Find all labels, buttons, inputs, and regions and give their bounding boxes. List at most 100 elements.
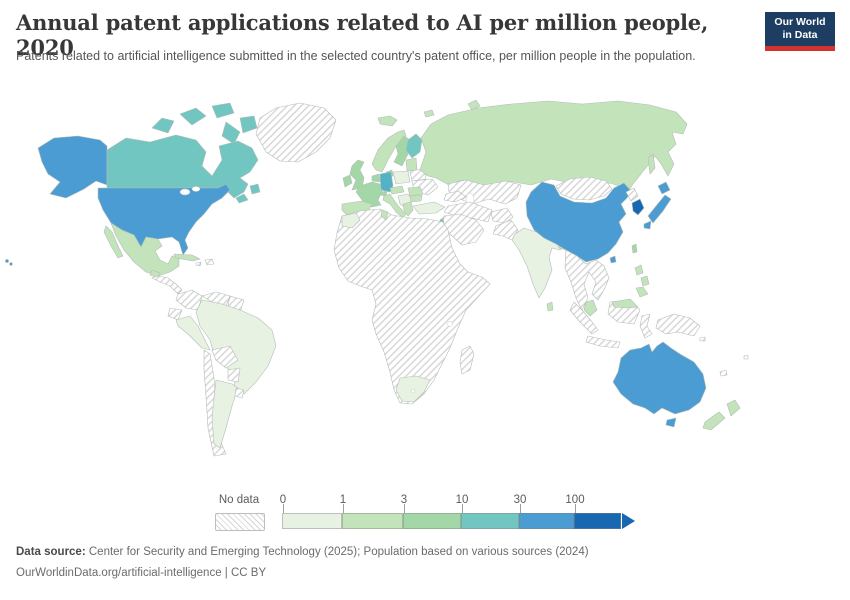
country-greece[interactable]	[402, 201, 414, 217]
island-hispaniola[interactable]	[204, 258, 215, 266]
country-bulgaria[interactable]	[409, 194, 423, 203]
owid-logo-accent-bar	[765, 46, 835, 51]
country-greenland[interactable]	[255, 102, 337, 163]
country-united-kingdom[interactable]	[349, 159, 365, 191]
country-canada-arctic-island[interactable]	[211, 102, 235, 119]
owid-logo-line2: in Data	[782, 29, 818, 41]
island-new-caledonia[interactable]	[719, 369, 728, 377]
country-uruguay[interactable]	[234, 387, 245, 399]
country-peru[interactable]	[175, 315, 211, 351]
country-japan-kyushu[interactable]	[643, 220, 652, 230]
country-philippines[interactable]	[634, 264, 644, 276]
island-hainan[interactable]	[609, 255, 617, 264]
country-colombia[interactable]	[175, 289, 203, 311]
country-italy[interactable]	[382, 193, 407, 219]
country-new-zealand-south[interactable]	[702, 411, 726, 431]
legend-segment-100-plus[interactable]	[574, 513, 621, 529]
country-madagascar[interactable]	[459, 345, 475, 375]
country-canada-arctic-island[interactable]	[151, 117, 175, 134]
country-venezuela[interactable]	[201, 291, 231, 307]
region-iran-iraq[interactable]	[443, 201, 493, 223]
legend-no-data-swatch[interactable]	[215, 513, 265, 531]
region-central-america[interactable]	[151, 275, 183, 295]
country-canada-arctic-island[interactable]	[239, 115, 258, 134]
country-russia[interactable]	[419, 100, 688, 193]
country-turkey[interactable]	[412, 201, 446, 215]
country-ecuador[interactable]	[167, 307, 183, 321]
country-malaysia-borneo[interactable]	[611, 298, 639, 309]
legend-segment-10-30[interactable]	[461, 513, 519, 529]
country-mexico-baja[interactable]	[103, 225, 124, 259]
country-australia[interactable]	[612, 341, 707, 415]
country-brazil[interactable]	[195, 299, 277, 395]
country-new-zealand-north[interactable]	[726, 399, 741, 417]
country-iceland[interactable]	[377, 115, 398, 127]
country-canada-newfoundland[interactable]	[249, 183, 261, 195]
country-argentina[interactable]	[211, 379, 239, 449]
island-solomon[interactable]	[699, 336, 706, 342]
country-belarus[interactable]	[409, 168, 427, 182]
island-java[interactable]	[585, 335, 621, 349]
country-canada-novascotia[interactable]	[235, 193, 249, 204]
island-tasmania[interactable]	[665, 417, 677, 428]
island-jamaica[interactable]	[195, 261, 202, 267]
country-canada[interactable]	[106, 134, 259, 199]
region-caucasus[interactable]	[443, 190, 467, 203]
island-sumatra[interactable]	[569, 301, 599, 335]
country-ireland[interactable]	[342, 174, 353, 188]
country-tunisia[interactable]	[380, 209, 389, 221]
country-south-korea[interactable]	[631, 198, 645, 216]
country-romania[interactable]	[407, 186, 424, 197]
legend-segment-1-3[interactable]	[342, 513, 403, 529]
legend-segment-0-1[interactable]	[282, 513, 342, 529]
country-finland[interactable]	[405, 133, 423, 159]
island-new-guinea[interactable]	[655, 313, 701, 337]
country-usa-hawaii[interactable]	[5, 259, 9, 263]
country-cuba[interactable]	[173, 253, 201, 262]
country-france[interactable]	[355, 181, 383, 208]
country-china[interactable]	[525, 181, 632, 263]
region-benelux[interactable]	[371, 173, 381, 183]
owid-url-license-link[interactable]: OurWorldinData.org/artificial-intelligen…	[16, 567, 267, 579]
island-svalbard[interactable]	[423, 109, 435, 118]
island-sakhalin[interactable]	[647, 153, 656, 175]
island-fiji[interactable]	[743, 354, 749, 360]
country-mexico[interactable]	[110, 222, 180, 277]
country-usa-alaska[interactable]	[37, 135, 108, 199]
country-philippines[interactable]	[640, 275, 650, 287]
region-central-europe[interactable]	[389, 185, 405, 195]
legend-segment-30-100[interactable]	[519, 513, 574, 529]
owid-logo[interactable]: Our World in Data	[765, 12, 835, 52]
country-afghanistan[interactable]	[490, 207, 514, 224]
legend-tick-mark	[462, 504, 463, 513]
country-north-korea[interactable]	[625, 187, 639, 202]
country-bolivia[interactable]	[211, 345, 239, 369]
country-taiwan[interactable]	[631, 243, 638, 254]
island-sulawesi[interactable]	[639, 313, 653, 339]
country-japan-hokkaido[interactable]	[657, 181, 671, 195]
data-source-line: Data source: Center for Security and Eme…	[16, 546, 589, 558]
page-title: Annual patent applications related to AI…	[16, 10, 709, 60]
legend-tick-label: 30	[513, 494, 527, 506]
country-philippines[interactable]	[635, 286, 649, 298]
country-norway[interactable]	[371, 129, 407, 173]
country-morocco[interactable]	[341, 212, 361, 229]
country-usa-hawaii[interactable]	[9, 262, 13, 266]
region-mainland-southeast-asia[interactable]	[564, 249, 610, 311]
legend-tick-label: 3	[400, 494, 408, 506]
country-paraguay[interactable]	[227, 367, 241, 383]
region-baltic-states[interactable]	[405, 157, 418, 172]
legend-arrow[interactable]	[622, 513, 635, 529]
country-malaysia-peninsula[interactable]	[583, 299, 598, 317]
country-mongolia[interactable]	[555, 176, 613, 201]
country-poland[interactable]	[392, 170, 411, 185]
island-novaya-zemlya[interactable]	[467, 99, 481, 111]
country-canada-baffin[interactable]	[221, 121, 241, 145]
legend-segment-3-10[interactable]	[403, 513, 461, 529]
country-canada-arctic-island[interactable]	[179, 107, 207, 126]
country-japan-honshu[interactable]	[647, 194, 672, 224]
country-sri-lanka[interactable]	[546, 301, 554, 312]
country-sweden[interactable]	[393, 135, 411, 167]
country-usa[interactable]	[97, 183, 231, 256]
region-africa[interactable]	[333, 208, 491, 405]
